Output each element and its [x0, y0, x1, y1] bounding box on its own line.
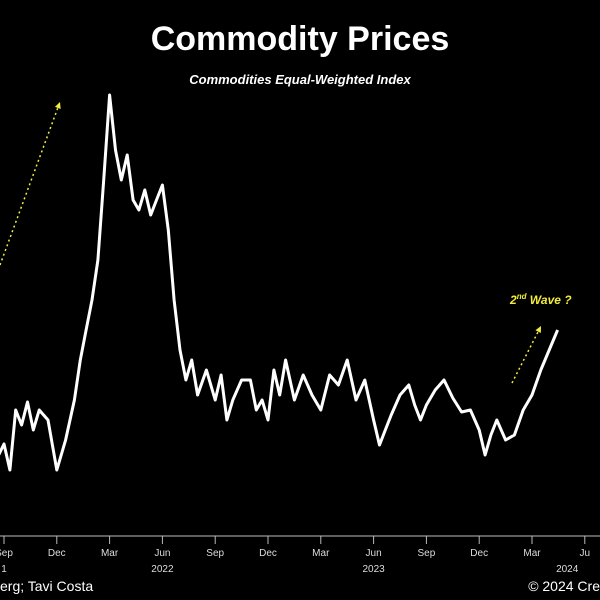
trend-arrow-first-wave	[0, 101, 61, 266]
trend-arrow-second-wave-head	[535, 326, 541, 333]
x-axis: Sep Dec Mar Jun Sep Dec Mar Jun Sep Dec Mar Ju 1 2022…	[0, 535, 600, 575]
x-tick-label: Jun	[366, 548, 382, 559]
x-year-label: 2023	[362, 564, 385, 575]
x-year-label: 1	[1, 564, 7, 575]
x-tick-label: Ju	[580, 548, 591, 559]
x-year-label: 2024	[556, 564, 579, 575]
x-tick-label: Dec	[470, 548, 488, 559]
copyright-note: © 2024 Cre	[528, 578, 600, 594]
x-tick-label: Sep	[0, 548, 13, 559]
trend-arrow-second-wave	[511, 325, 542, 384]
chart-subtitle: Commodities Equal-Weighted Index	[189, 72, 411, 87]
x-tick-label: Dec	[48, 548, 66, 559]
annotation-superscript: nd	[516, 292, 527, 301]
trend-arrows	[0, 101, 542, 384]
x-year-label: 2022	[151, 564, 174, 575]
x-tick-label: Sep	[418, 548, 436, 559]
series-line	[0, 93, 559, 472]
annotation-number: 2	[510, 293, 517, 307]
annotation-second-wave: 2nd Wave ?	[510, 292, 572, 307]
x-tick-label: Dec	[259, 548, 277, 559]
trend-arrow-first-wave-head	[54, 102, 61, 109]
x-tick-label: Sep	[206, 548, 224, 559]
x-tick-label: Jun	[154, 548, 170, 559]
annotation-text: Wave ?	[526, 293, 572, 307]
source-note: erg; Tavi Costa	[0, 578, 94, 594]
x-tick-label: Mar	[312, 548, 330, 559]
x-tick-label: Mar	[523, 548, 541, 559]
x-tick-label: Mar	[101, 548, 119, 559]
chart-title: Commodity Prices	[150, 20, 450, 58]
